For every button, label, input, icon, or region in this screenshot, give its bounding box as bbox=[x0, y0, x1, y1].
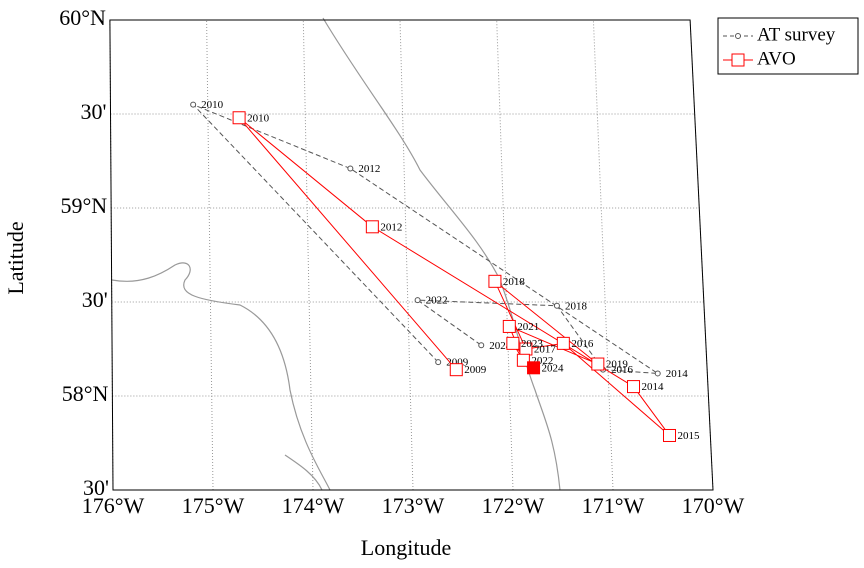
marker bbox=[488, 274, 502, 288]
coastline bbox=[111, 17, 561, 491]
y-tick-label: 60°N bbox=[59, 5, 106, 30]
marker bbox=[365, 220, 379, 234]
y-tick-label: 30' bbox=[83, 475, 109, 500]
point-label: 2019 bbox=[606, 359, 629, 371]
grid-line bbox=[206, 19, 214, 491]
x-tick-label: 175°W bbox=[182, 493, 245, 518]
marker bbox=[591, 357, 605, 371]
point-label: 2010 bbox=[247, 112, 270, 124]
grid-line bbox=[496, 19, 514, 491]
marker bbox=[449, 363, 463, 377]
point-label: 2016 bbox=[571, 338, 594, 350]
track-line bbox=[238, 117, 670, 436]
y-tick-label: 30' bbox=[82, 287, 108, 312]
point-label: 2010 bbox=[201, 99, 224, 111]
point-label: 2024 bbox=[489, 340, 512, 352]
y-tick-label: 30' bbox=[81, 99, 107, 124]
x-tick-label: 171°W bbox=[582, 493, 645, 518]
y-tick-label: 59°N bbox=[60, 193, 107, 218]
marker bbox=[627, 380, 641, 394]
legend-marker bbox=[731, 53, 745, 67]
point-label: 2016 bbox=[611, 364, 634, 376]
x-tick-label: 174°W bbox=[282, 493, 345, 518]
grid-line bbox=[302, 19, 314, 491]
point-label: 2023 bbox=[521, 338, 544, 350]
x-axis-label: Longitude bbox=[361, 535, 451, 560]
marker bbox=[654, 370, 661, 377]
legend: AT survey AVO bbox=[717, 17, 859, 75]
marker bbox=[347, 165, 354, 172]
x-tick-label: 170°W bbox=[682, 493, 745, 518]
point-label: 2015 bbox=[678, 430, 701, 442]
point-label: 2014 bbox=[666, 368, 689, 380]
point-label: 2018 bbox=[565, 300, 588, 312]
marker bbox=[516, 353, 530, 367]
x-tick-label: 173°W bbox=[382, 493, 445, 518]
marker bbox=[527, 361, 541, 375]
marker bbox=[232, 111, 246, 125]
point-label: 2012 bbox=[380, 221, 402, 233]
point-label: 2021 bbox=[517, 321, 539, 333]
point-label: 2022 bbox=[426, 295, 448, 307]
marker bbox=[502, 319, 516, 333]
point-label: 2018 bbox=[503, 276, 525, 288]
legend-label: AT survey bbox=[757, 24, 836, 45]
grid-line bbox=[592, 19, 614, 491]
marker bbox=[190, 101, 197, 108]
legend-label: AVO bbox=[757, 48, 796, 69]
map-frame bbox=[109, 19, 714, 491]
marker bbox=[506, 336, 520, 350]
marker bbox=[556, 336, 570, 350]
x-tick-label: 172°W bbox=[482, 493, 545, 518]
marker bbox=[663, 428, 677, 442]
marker bbox=[478, 342, 485, 349]
point-label: 2024 bbox=[542, 362, 565, 374]
point-label: 2012 bbox=[358, 163, 380, 175]
y-tick-label: 58°N bbox=[62, 381, 109, 406]
point-label: 2017 bbox=[534, 344, 557, 356]
point-label: 2009 bbox=[464, 364, 487, 376]
marker bbox=[414, 297, 421, 304]
series: 2009 2010 2012 2014 2016 2018 2022 2024 bbox=[190, 99, 689, 380]
x-tick-label: 176°W bbox=[82, 493, 145, 518]
marker bbox=[435, 359, 442, 366]
marker bbox=[553, 302, 560, 309]
point-label: 2014 bbox=[642, 381, 665, 393]
grid-line bbox=[399, 19, 414, 491]
legend-marker bbox=[735, 33, 741, 39]
track-line bbox=[192, 104, 660, 375]
series: 2009 2010 2012 2014 2015 2016 2017 2018 2019 2021… bbox=[232, 111, 701, 442]
y-axis-label: Latitude bbox=[3, 221, 28, 294]
